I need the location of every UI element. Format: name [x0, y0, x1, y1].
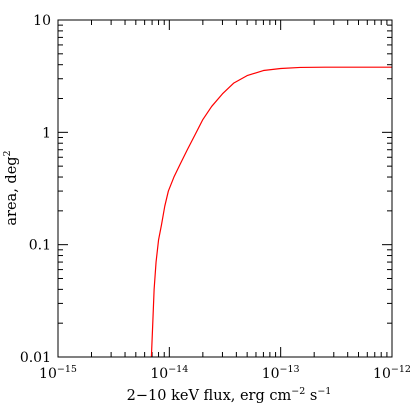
- x-tick-label: 10−13: [262, 364, 300, 382]
- x-tick-label: 10−15: [39, 364, 77, 382]
- y-tick-label: 0.01: [20, 350, 51, 366]
- plot-area: [150, 66, 392, 358]
- x-tick-label: 10−12: [373, 364, 411, 382]
- plot-frame: [57, 19, 393, 358]
- tick-labels: 10−15 10−14 10−13 10−12 0.01 0.1 1 10: [20, 13, 411, 382]
- axis-ticks: [57, 20, 392, 358]
- x-axis-title: 2−10 keV flux, erg cm−2 s−1: [127, 386, 332, 404]
- series-line-1: [150, 66, 392, 358]
- y-tick-label: 10: [33, 13, 51, 29]
- y-tick-label: 0.1: [29, 238, 51, 254]
- x-tick-label: 10−14: [150, 364, 188, 382]
- y-tick-label: 1: [42, 125, 51, 141]
- y-axis-title: area, deg2: [2, 150, 20, 225]
